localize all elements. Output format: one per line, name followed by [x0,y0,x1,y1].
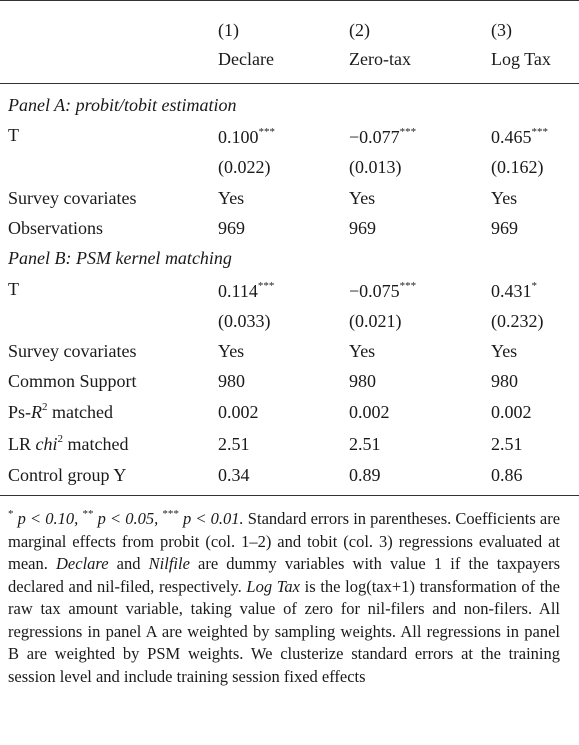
panel-a-coef-1: 0.100*** [218,126,275,148]
col3-number: (3) [491,20,512,40]
panel-a-cell: 969 [349,218,376,238]
col3-name: Log Tax [491,49,551,69]
panel-b-cell: 2.51 [218,434,250,454]
panel-b-cell: 2.51 [349,434,381,454]
panel-b-cell: 980 [218,371,245,391]
panel-a-cell: Yes [349,188,376,208]
panel-b-cell: Yes [349,341,376,361]
panel-b-cell: Yes [218,341,245,361]
panel-a-title: Panel A: probit/tobit estimation [8,95,237,115]
col1-number: (1) [218,20,239,40]
col2-name: Zero-tax [349,49,411,69]
panel-b-row-label: Common Support [8,371,137,391]
top-rule [0,0,579,1]
panel-a-row-label: Survey covariates [8,188,137,208]
col2-number: (2) [349,20,370,40]
panel-b-row-label: LR chi2 matched [8,433,129,455]
panel-b-se-3: (0.232) [491,311,544,331]
panel-b-row-label: Survey covariates [8,341,137,361]
panel-b-cell: 0.34 [218,465,250,485]
panel-b-cell: 980 [491,371,518,391]
header-rule [0,83,579,84]
panel-b-row-label: Control group Y [8,465,127,485]
panel-a-cell: 969 [218,218,245,238]
panel-b-cell: Yes [491,341,518,361]
panel-b-se-2: (0.021) [349,311,402,331]
panel-a-se-3: (0.162) [491,157,544,177]
panel-a-row-label: Observations [8,218,103,238]
panel-b-cell: 0.86 [491,465,523,485]
panel-b-coef-2: −0.075*** [349,280,417,302]
panel-b-cell: 0.002 [349,402,390,422]
table-notes: * p < 0.10, ** p < 0.05, *** p < 0.01. S… [8,507,561,686]
panel-b-cell: 0.002 [218,402,259,422]
panel-b-cell: 0.89 [349,465,381,485]
bottom-rule [0,495,579,496]
panel-b-row-label: Ps-R2 matched [8,401,113,423]
panel-b-title: Panel B: PSM kernel matching [8,248,232,268]
panel-a-coef-3: 0.465*** [491,126,548,148]
panel-b-se-1: (0.033) [218,311,271,331]
panel-b-coef-3: 0.431* [491,280,537,302]
panel-b-cell: 980 [349,371,376,391]
panel-a-cell: Yes [491,188,518,208]
panel-b-t-label: T [8,279,19,299]
panel-b-coef-1: 0.114*** [218,280,275,302]
col1-name: Declare [218,49,274,69]
panel-a-se-2: (0.013) [349,157,402,177]
panel-b-cell: 0.002 [491,402,532,422]
panel-a-cell: Yes [218,188,245,208]
panel-a-cell: 969 [491,218,518,238]
panel-b-cell: 2.51 [491,434,523,454]
panel-a-coef-2: −0.077*** [349,126,417,148]
panel-a-se-1: (0.022) [218,157,271,177]
panel-a-t-label: T [8,125,19,145]
